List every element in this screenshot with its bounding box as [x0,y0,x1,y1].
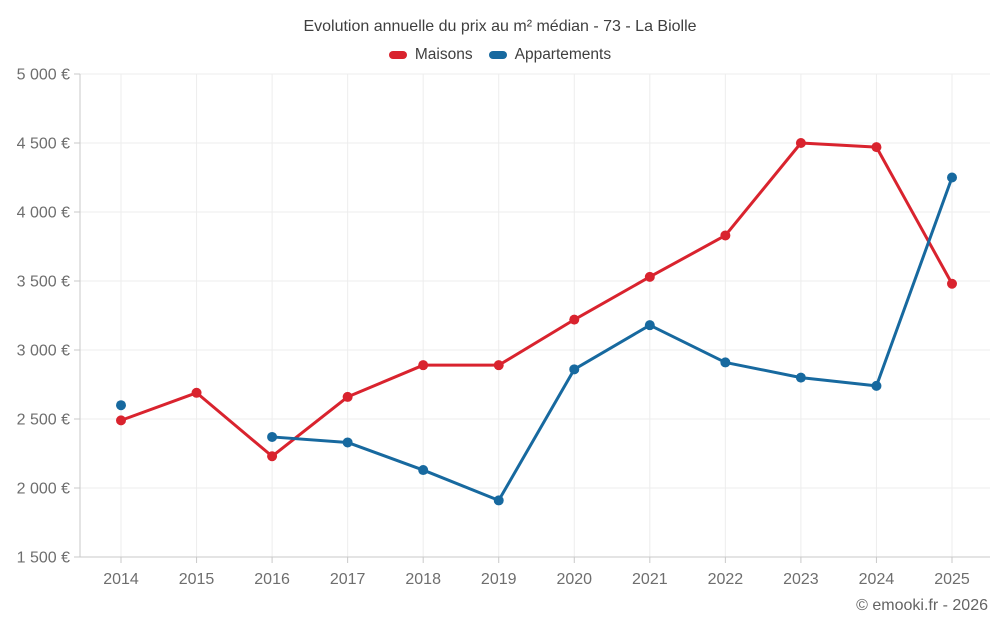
data-point-appartements-2014[interactable] [116,400,126,411]
data-point-appartements-2021[interactable] [644,320,655,331]
maisons-legend-swatch [388,51,407,59]
y-tick-label: 2 000 € [17,481,70,498]
chart-legend: Maisons Appartements [0,46,1000,64]
data-point-maisons-2015[interactable] [191,387,202,398]
data-point-maisons-2020[interactable] [569,314,580,325]
series-line-maisons [119,141,954,458]
x-tick-label: 2023 [783,571,819,588]
x-tick-label: 2016 [254,571,290,588]
x-tick-label: 2017 [330,571,366,588]
data-point-maisons-2016[interactable] [267,451,278,462]
data-point-maisons-2017[interactable] [342,391,353,402]
data-point-appartements-2024[interactable] [871,380,882,391]
x-tick-label: 2021 [632,571,668,588]
data-point-maisons-2021[interactable] [644,271,655,282]
x-tick-label: 2018 [405,571,441,588]
x-tick-label: 2014 [103,571,139,588]
series-line-appartements [270,176,954,502]
x-tick-label: 2024 [859,571,895,588]
legend-item-appartements[interactable]: Appartements [488,46,612,64]
data-point-maisons-2024[interactable] [871,142,882,153]
x-tick-label: 2025 [934,571,970,588]
y-tick-label: 1 500 € [17,550,70,567]
y-tick-label: 2 500 € [17,412,70,429]
y-tick-label: 4 000 € [17,205,70,222]
chart-footer-credit: © emooki.fr - 2026 [856,597,988,614]
data-point-maisons-2025[interactable] [947,278,957,289]
maisons-legend-label: Maisons [414,46,473,63]
data-point-appartements-2019[interactable] [493,495,504,506]
x-tick-label: 2019 [481,571,517,588]
legend-item-maisons[interactable]: Maisons [388,46,473,64]
data-point-appartements-2016[interactable] [267,431,278,442]
data-point-maisons-2018[interactable] [418,360,429,371]
y-tick-label: 3 000 € [17,343,70,360]
y-tick-label: 3 500 € [17,274,70,291]
data-point-appartements-2017[interactable] [342,437,353,448]
data-point-maisons-2019[interactable] [493,360,504,371]
data-point-maisons-2023[interactable] [795,138,806,148]
appartements-legend-label: Appartements [514,46,612,63]
chart-title: Evolution annuelle du prix au m² médian … [303,18,697,35]
y-tick-label: 4 500 € [17,136,70,153]
data-point-appartements-2025[interactable] [947,172,957,183]
y-tick-label: 5 000 € [17,67,70,84]
data-point-appartements-2023[interactable] [795,372,806,383]
appartements-legend-swatch [488,51,507,59]
data-point-appartements-2022[interactable] [720,357,731,368]
data-point-maisons-2014[interactable] [116,415,126,426]
data-point-appartements-2018[interactable] [418,465,429,476]
x-tick-label: 2022 [708,571,744,588]
x-tick-label: 2020 [556,571,592,588]
data-point-appartements-2020[interactable] [569,364,580,375]
x-tick-label: 2015 [179,571,215,588]
data-point-maisons-2022[interactable] [720,230,731,241]
